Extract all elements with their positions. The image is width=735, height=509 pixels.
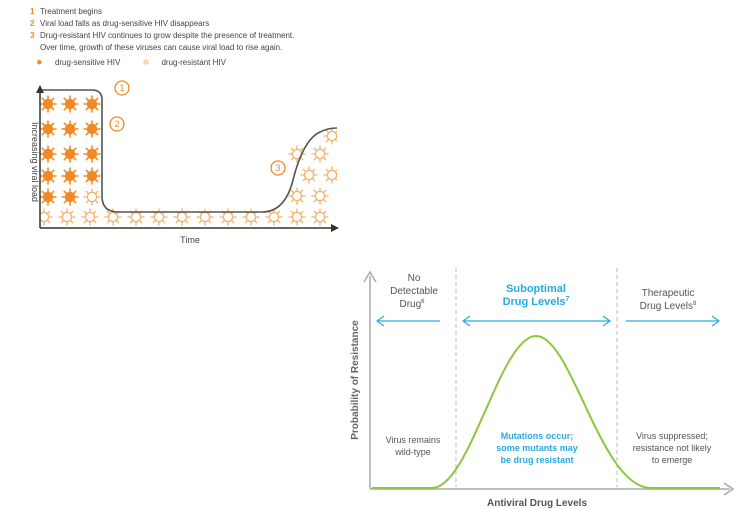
zone-2-note-line1: Mutations occur; <box>501 431 574 441</box>
viral-x-arrow-icon <box>331 224 339 232</box>
key-resistant-label: drug-resistant HIV <box>161 58 226 67</box>
sensitive-virus-icon <box>40 167 57 185</box>
sensitive-virus-icon <box>40 95 57 113</box>
legend-step-3-cont: Over time, growth of these viruses can c… <box>30 42 294 54</box>
resistant-virus-icon <box>58 208 76 226</box>
virus-icons <box>40 95 337 226</box>
zone-3-sup: 8 <box>693 301 697 307</box>
resistant-virus-icon <box>311 145 329 163</box>
resistant-virus-icon <box>288 208 306 226</box>
sensitive-virus-icon <box>61 120 79 138</box>
zone-1-title-line2: Detectable <box>390 286 438 297</box>
marker-3-label: 3 <box>275 163 280 173</box>
resistance-y-arrow-icon <box>363 270 377 283</box>
sensitive-virus-icon <box>83 167 101 185</box>
key-resistant: ✲ drug-resistant HIV <box>143 58 236 67</box>
resistant-virus-icon <box>40 208 53 226</box>
resistant-virus-icon: ✲ <box>142 58 150 67</box>
zone-2-title-line2: Drug Levels7 <box>503 296 570 308</box>
sensitive-virus-icon <box>40 145 57 163</box>
resistance-ylabel: Probability of Resistance <box>350 320 361 440</box>
resistance-curve <box>372 334 720 489</box>
marker-2: 2 <box>109 116 125 132</box>
zone-1-sup: 6 <box>421 299 425 305</box>
zone-3-note-line1: Virus suppressed; <box>636 431 708 441</box>
step-number: 1 <box>30 7 35 16</box>
resistant-virus-icon <box>288 187 306 205</box>
resistant-virus-icon <box>300 166 318 184</box>
sensitive-virus-icon <box>61 95 79 113</box>
sensitive-virus-icon <box>61 145 79 163</box>
zone-3-title-line1: Therapeutic <box>642 288 695 299</box>
zone-arrow-left <box>375 315 440 327</box>
zone-2-title-line1: Suboptimal <box>506 283 566 295</box>
sensitive-virus-icon <box>83 120 101 138</box>
viral-y-arrow-icon <box>36 85 44 93</box>
legend-step-1: 1 Treatment begins <box>30 6 294 18</box>
zone-arrow-middle <box>461 315 612 327</box>
resistant-virus-icon <box>288 145 306 163</box>
sensitive-virus-icon <box>83 145 101 163</box>
step-text: Drug-resistant HIV continues to grow des… <box>40 31 295 40</box>
sensitive-virus-icon <box>61 188 79 206</box>
sensitive-virus-icon: ✸ <box>36 58 43 67</box>
legend-step-3: 3 Drug-resistant HIV continues to grow d… <box>30 30 294 42</box>
zone-3-title-text: Drug Levels <box>640 301 693 312</box>
marker-1: 1 <box>114 80 130 96</box>
zone-2-note-line3: be drug resistant <box>500 455 573 465</box>
zone-1-title-line3: Drug6 <box>399 299 425 310</box>
sensitive-virus-icon <box>83 95 101 113</box>
step-text: Over time, growth of these viruses can c… <box>40 43 283 52</box>
viral-load-curve <box>40 89 338 213</box>
marker-1-label: 1 <box>119 83 124 93</box>
zone-2-note-line2: some mutants may <box>496 443 578 453</box>
marker-2-label: 2 <box>114 119 119 129</box>
zone-1-title-line1: No <box>408 273 421 284</box>
zone-2-title-text: Drug Levels <box>503 296 566 308</box>
sensitive-virus-icon <box>40 188 57 206</box>
marker-3: 3 <box>270 160 286 176</box>
resistant-virus-icon <box>323 127 337 145</box>
key-sensitive: ✸ drug-sensitive HIV <box>36 58 130 67</box>
legend: 1 Treatment begins 2 Viral load falls as… <box>30 6 294 69</box>
resistance-x-arrow-icon <box>723 482 735 496</box>
sensitive-virus-icon <box>40 120 57 138</box>
key-sensitive-label: drug-sensitive HIV <box>54 58 121 67</box>
step-number: 3 <box>30 31 35 40</box>
resistant-virus-icon <box>83 188 101 206</box>
resistant-virus-icon <box>311 208 329 226</box>
sensitive-virus-icon <box>61 167 79 185</box>
resistance-chart: No Detectable Drug6 Suboptimal Drug Leve… <box>350 268 735 509</box>
viral-ylabel: Increasing viral load <box>30 122 40 202</box>
step-number: 2 <box>30 19 35 28</box>
resistant-virus-icon <box>81 208 99 226</box>
zone-3-title-line2: Drug Levels8 <box>640 301 697 312</box>
zone-1-note-line1: Virus remains <box>386 435 441 445</box>
resistance-xlabel: Antiviral Drug Levels <box>487 498 587 509</box>
step-text: Treatment begins <box>40 7 102 16</box>
resistant-virus-icon <box>323 166 337 184</box>
step-text: Viral load falls as drug-sensitive HIV d… <box>40 19 210 28</box>
zone-2-sup: 7 <box>566 296 570 303</box>
zone-3-note-line2: resistance not likely <box>633 443 712 453</box>
zone-3-note-line3: to emerge <box>652 455 693 465</box>
resistant-virus-icon <box>311 187 329 205</box>
zone-1-note-line2: wild-type <box>394 447 431 457</box>
legend-key: ✸ drug-sensitive HIV ✲ drug-resistant HI… <box>30 57 294 69</box>
zone-arrow-right <box>626 315 721 327</box>
viral-xlabel: Time <box>180 235 200 245</box>
zone-1-title-text: Drug <box>399 299 421 310</box>
legend-step-2: 2 Viral load falls as drug-sensitive HIV… <box>30 18 294 30</box>
